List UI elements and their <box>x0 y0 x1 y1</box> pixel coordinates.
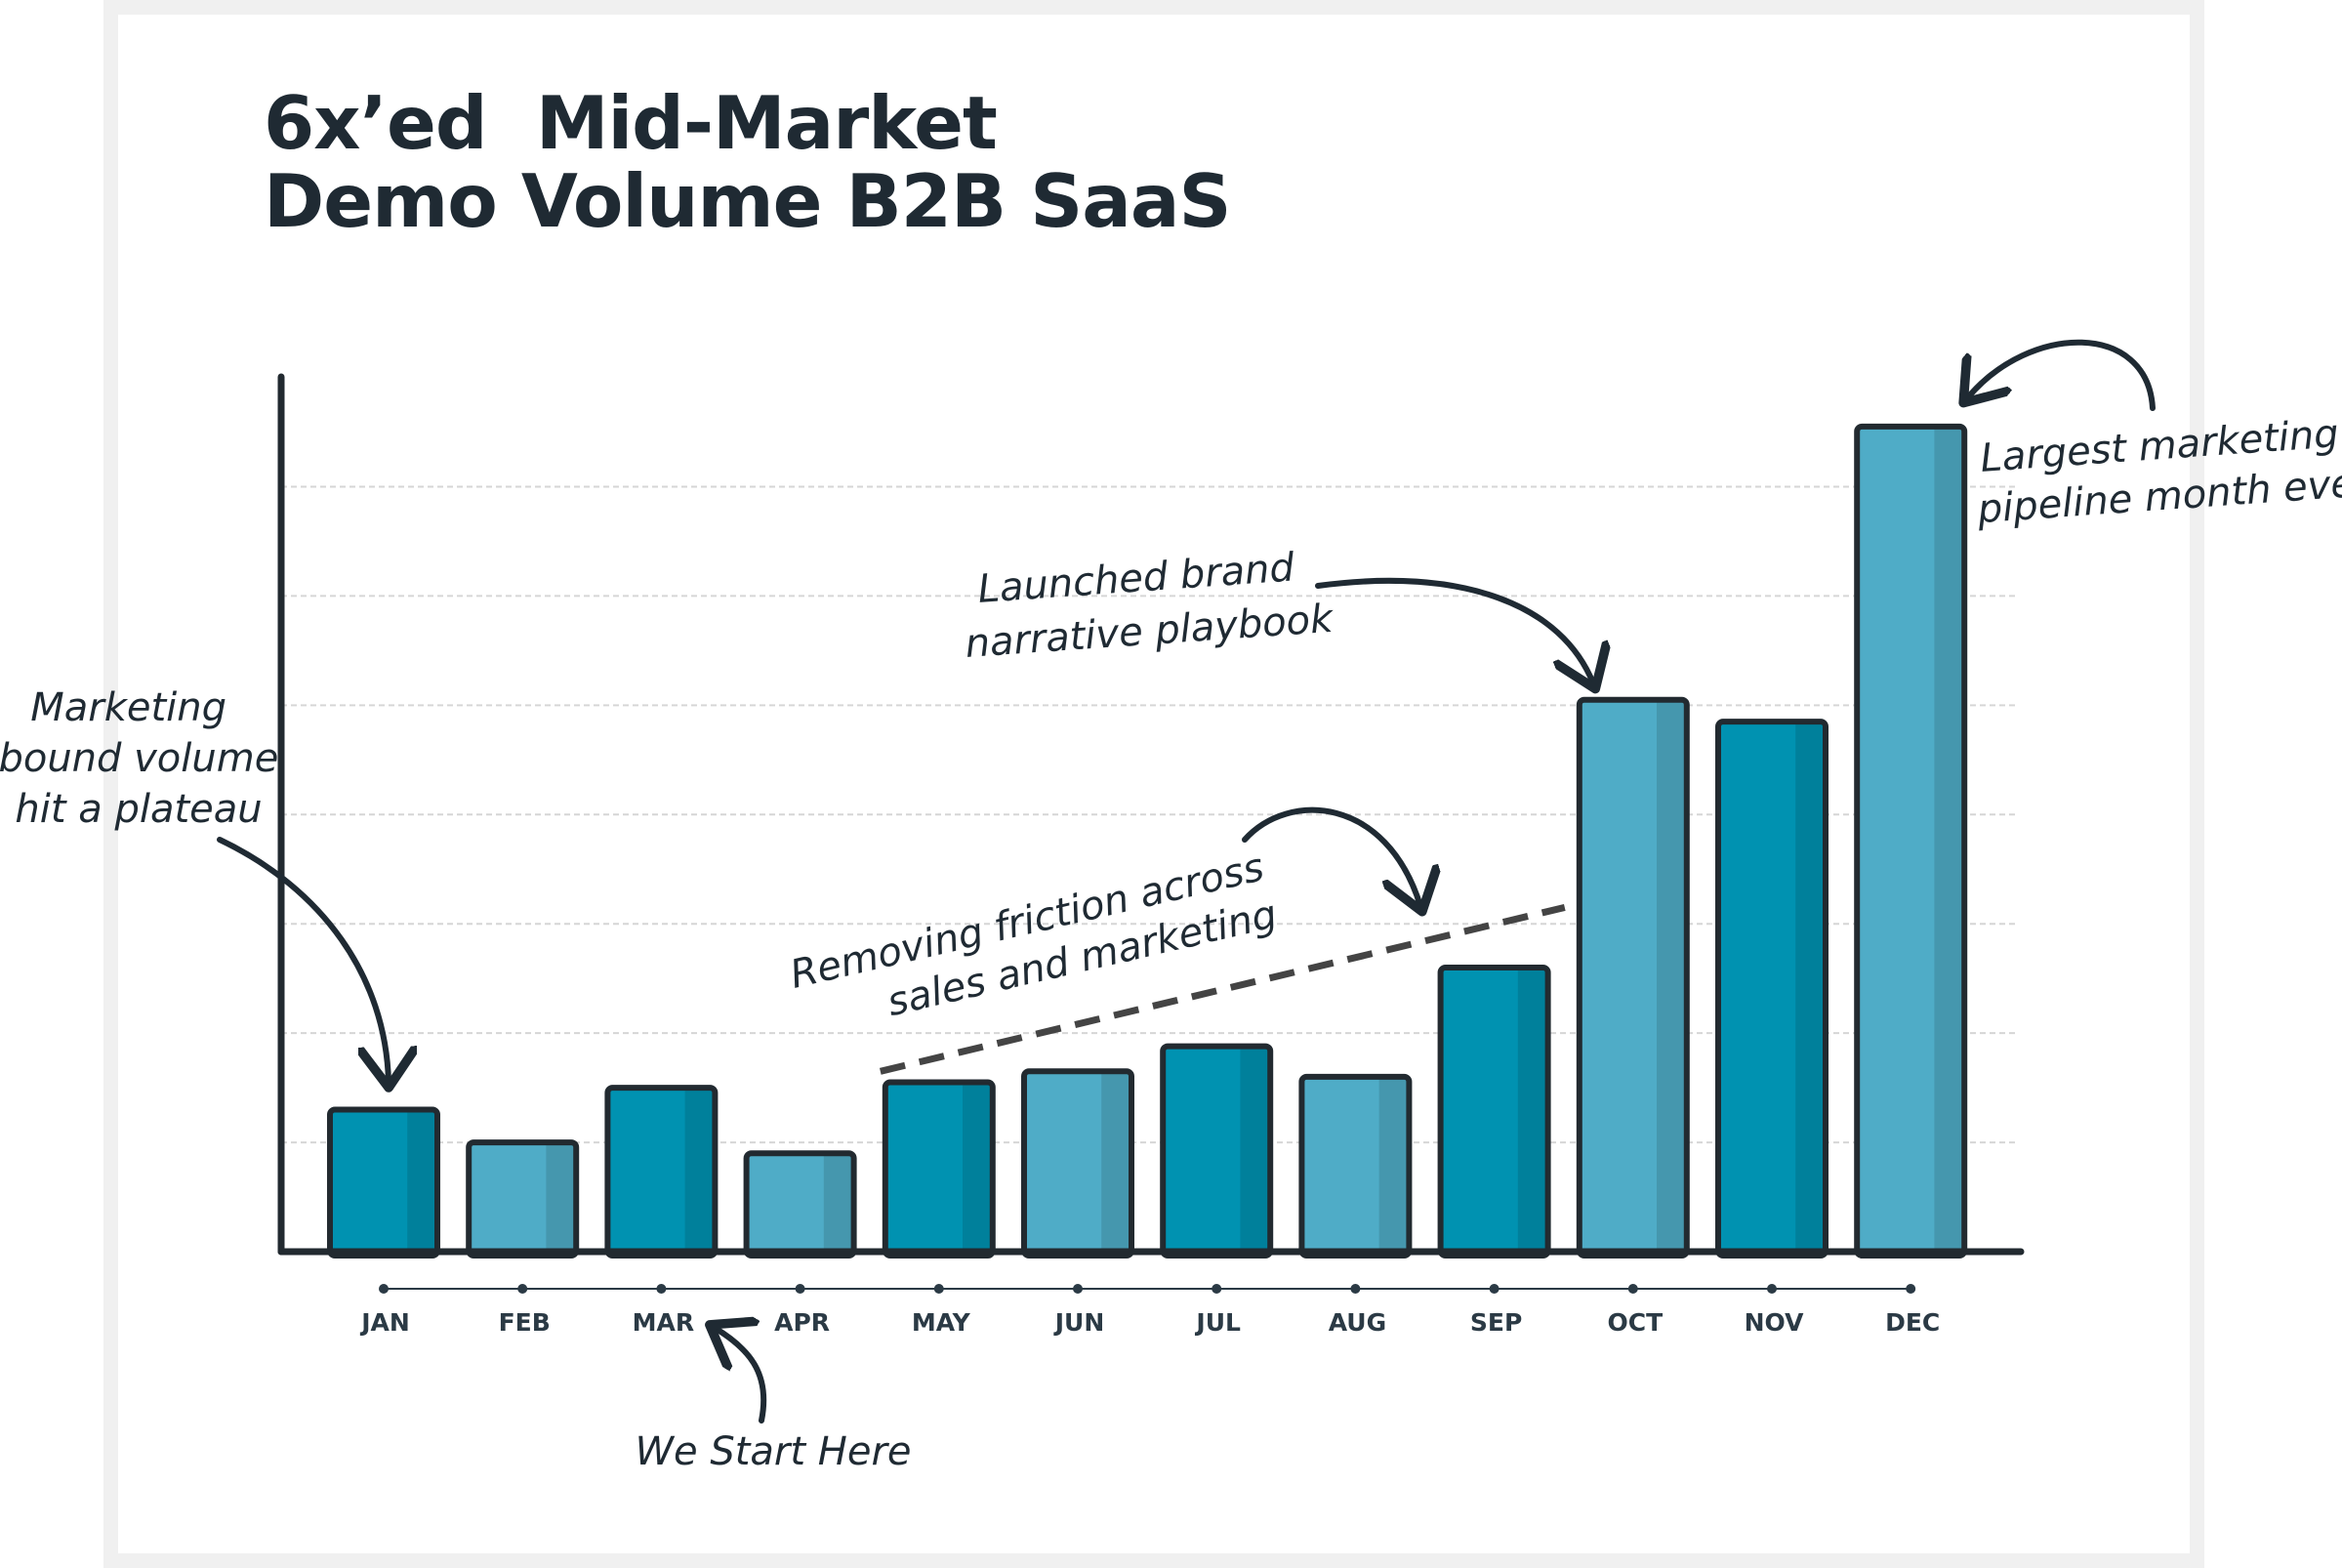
annotation-plateau-line-1: Marketing <box>30 685 226 730</box>
month-dot <box>656 1284 667 1294</box>
annotation-start-arrow <box>715 1328 767 1424</box>
bar-fill <box>1163 1046 1271 1252</box>
annotation-largest: Largest marketing pipeline month ever <box>1972 409 2342 532</box>
bar-may <box>882 1079 996 1259</box>
bar-fill <box>1579 699 1687 1252</box>
month-label-apr: APR <box>774 1308 830 1337</box>
bar-fill <box>1718 722 1826 1252</box>
bar-outline <box>327 1106 440 1259</box>
month-dot <box>379 1284 389 1294</box>
bar-oct <box>1576 696 1690 1259</box>
bar-outline <box>882 1079 996 1259</box>
bar-outline <box>466 1139 580 1259</box>
annotation-friction: Removing friction across sales and marke… <box>786 843 1291 1046</box>
annotation-friction-arrow <box>1242 806 1420 906</box>
month-dot <box>1627 1284 1638 1294</box>
annotation-plateau-line-2: inbound volume <box>0 736 278 781</box>
bar-fill <box>884 1082 993 1252</box>
annotation-plateau-text: Marketing inbound volume hit a plateau <box>0 685 291 832</box>
chart-title: 6x’ed Mid-Market Demo Volume B2B SaaS <box>264 84 1231 240</box>
bar-outline <box>743 1150 857 1259</box>
month-label-feb: FEB <box>499 1308 551 1337</box>
bar-fill <box>1024 1071 1131 1252</box>
month-dot <box>795 1284 805 1294</box>
month-label-mar: MAR <box>633 1308 694 1337</box>
bar-shade <box>1795 722 1826 1252</box>
bar-fill <box>1301 1076 1410 1252</box>
annotation-largest-arrow <box>1967 339 2156 411</box>
month-dot <box>933 1284 944 1294</box>
bars <box>327 423 1968 1259</box>
bar-jan <box>327 1106 440 1259</box>
month-label-sep: SEP <box>1470 1308 1522 1337</box>
bar-mar <box>604 1085 719 1259</box>
month-label-aug: AUG <box>1329 1308 1386 1337</box>
bar-shade <box>1517 967 1548 1252</box>
chart-title-line-1: 6x’ed Mid-Market <box>264 80 998 166</box>
annotation-plateau: Marketing inbound volume hit a plateau <box>0 685 389 1082</box>
month-label-jan: JAN <box>359 1308 410 1337</box>
bar-outline <box>1715 719 1828 1259</box>
month-label-jul: JUL <box>1194 1308 1241 1337</box>
bar-fill <box>1857 426 1965 1252</box>
bar-fill <box>469 1142 577 1252</box>
bar-shade <box>546 1142 577 1252</box>
bar-outline <box>1576 696 1690 1259</box>
bar-shade <box>1378 1076 1410 1252</box>
month-dot <box>1212 1284 1222 1294</box>
annotation-plateau-arrow <box>217 837 389 1082</box>
bar-aug <box>1298 1073 1413 1259</box>
bar-fill <box>746 1153 854 1252</box>
bar-feb <box>466 1139 580 1259</box>
month-dot <box>1906 1284 1916 1294</box>
bar-outline <box>1298 1073 1413 1259</box>
month-label-dec: DEC <box>1885 1308 1940 1337</box>
bar-shade <box>407 1109 437 1252</box>
bar-dec <box>1854 423 1968 1259</box>
annotation-launch-arrow <box>1315 577 1593 683</box>
bar-apr <box>743 1150 857 1259</box>
bar-outline <box>1021 1068 1134 1259</box>
annotation-launch: Launched brand narrative playbook <box>960 543 1335 667</box>
month-dot <box>1767 1284 1777 1294</box>
annotation-start-text: We Start Here <box>635 1429 911 1474</box>
bar-fill <box>330 1109 437 1252</box>
annotation-plateau-line-3: hit a plateau <box>15 787 262 832</box>
annotation-launch-text: Launched brand narrative playbook <box>960 543 1335 667</box>
bar-outline <box>604 1085 719 1259</box>
bar-outline <box>1160 1043 1274 1259</box>
month-label-nov: NOV <box>1745 1308 1805 1337</box>
bar-shade <box>1657 699 1687 1252</box>
bar-shade <box>1934 426 1965 1252</box>
chart-title-line-2: Demo Volume B2B SaaS <box>264 158 1231 244</box>
month-labels: JAN FEB MAR APR MAY JUN JUL AUG SEP OCT NOV DEC <box>359 1308 1940 1337</box>
bar-shade <box>963 1082 993 1252</box>
bar-fill <box>607 1088 716 1252</box>
month-dot <box>1073 1284 1083 1294</box>
month-label-jun: JUN <box>1053 1308 1105 1337</box>
month-dot <box>517 1284 528 1294</box>
month-dot <box>1489 1284 1500 1294</box>
chart-card <box>118 15 2190 1553</box>
bar-shade <box>1101 1071 1131 1252</box>
bar-outline <box>1437 964 1551 1259</box>
month-label-may: MAY <box>912 1308 971 1337</box>
bar-shade <box>823 1153 854 1252</box>
bar-sep <box>1437 964 1551 1259</box>
bar-jun <box>1021 1068 1134 1259</box>
bar-nov <box>1715 719 1828 1259</box>
bar-shade <box>1240 1046 1271 1252</box>
month-dots <box>379 1284 1916 1294</box>
month-label-oct: OCT <box>1607 1308 1663 1337</box>
annotation-start: We Start Here <box>635 1328 912 1474</box>
bar-jul <box>1160 1043 1274 1259</box>
annotation-largest-text: Largest marketing pipeline month ever <box>1972 409 2342 532</box>
bar-outline <box>1854 423 1968 1259</box>
bar-fill <box>1440 967 1548 1252</box>
month-dot <box>1350 1284 1361 1294</box>
bar-shade <box>684 1088 716 1252</box>
annotation-friction-text: Removing friction across sales and marke… <box>786 843 1291 1046</box>
